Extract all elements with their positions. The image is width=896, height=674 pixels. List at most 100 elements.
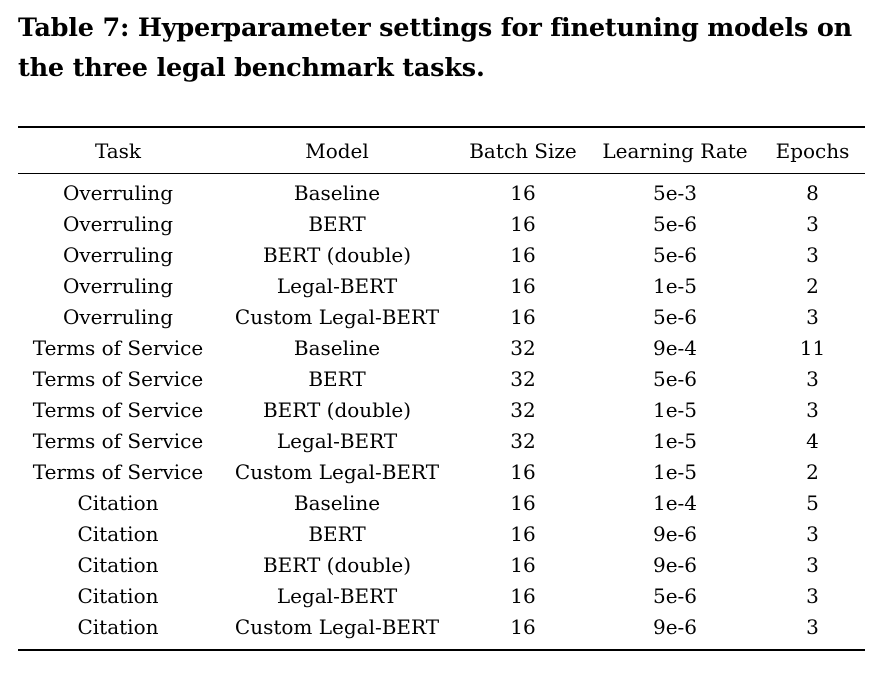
cell-epochs: 3: [806, 398, 819, 422]
cell-learning-rate: 5e-3: [652, 181, 698, 205]
table-row: Terms of Service Baseline 32 9e-4 11: [18, 333, 865, 364]
hyperparameter-table-container: Task Model Batch Size Learning Rate Epoc…: [18, 126, 865, 651]
table-header: Task Model Batch Size Learning Rate Epoc…: [18, 127, 865, 174]
cell-task: Terms of Service: [32, 460, 204, 484]
cell-model: Baseline: [293, 491, 381, 515]
cell-task: Terms of Service: [32, 367, 204, 391]
table-caption: Table 7: Hyperparameter settings for fin…: [18, 13, 852, 83]
cell-batch-size: 16: [510, 491, 536, 515]
cell-epochs: 2: [806, 460, 819, 484]
cell-epochs: 3: [806, 367, 819, 391]
header-row: Task Model Batch Size Learning Rate Epoc…: [18, 127, 865, 174]
cell-task: Overruling: [62, 305, 173, 329]
cell-batch-size: 16: [510, 460, 536, 484]
cell-task: Overruling: [62, 212, 173, 236]
cell-learning-rate: 1e-5: [652, 274, 698, 298]
cell-learning-rate: 9e-6: [652, 615, 698, 639]
cell-batch-size: 16: [510, 243, 536, 267]
cell-model: BERT (double): [262, 398, 412, 422]
header-batch-size: Batch Size: [469, 138, 577, 163]
cell-epochs: 3: [806, 584, 819, 608]
cell-task: Citation: [77, 615, 159, 639]
cell-model: Legal-BERT: [276, 584, 398, 608]
cell-learning-rate: 1e-5: [652, 398, 698, 422]
cell-learning-rate: 1e-4: [652, 491, 698, 515]
table-row: Overruling BERT (double) 16 5e-6 3: [18, 240, 865, 271]
cell-learning-rate: 5e-6: [652, 584, 698, 608]
table-row: Terms of Service BERT 32 5e-6 3: [18, 364, 865, 395]
cell-epochs: 3: [806, 305, 819, 329]
cell-task: Overruling: [62, 243, 173, 267]
cell-batch-size: 16: [510, 553, 536, 577]
table-row: Overruling Legal-BERT 16 1e-5 2: [18, 271, 865, 302]
table-row: Citation Custom Legal-BERT 16 9e-6 3: [18, 612, 865, 650]
table-row: Overruling Baseline 16 5e-3 8: [18, 174, 865, 210]
cell-model: Legal-BERT: [276, 274, 398, 298]
cell-task: Overruling: [62, 274, 173, 298]
cell-model: Legal-BERT: [276, 429, 398, 453]
table-row: Citation Baseline 16 1e-4 5: [18, 488, 865, 519]
table-row: Citation Legal-BERT 16 5e-6 3: [18, 581, 865, 612]
cell-batch-size: 32: [510, 367, 536, 391]
header-learning-rate: Learning Rate: [602, 138, 748, 163]
cell-learning-rate: 5e-6: [652, 305, 698, 329]
cell-model: Baseline: [293, 181, 381, 205]
cell-learning-rate: 1e-5: [652, 460, 698, 484]
cell-epochs: 3: [806, 243, 819, 267]
header-model: Model: [305, 138, 369, 163]
cell-epochs: 8: [806, 181, 819, 205]
cell-learning-rate: 5e-6: [652, 243, 698, 267]
cell-task: Terms of Service: [32, 336, 204, 360]
cell-batch-size: 16: [510, 274, 536, 298]
cell-learning-rate: 1e-5: [652, 429, 698, 453]
cell-model: BERT (double): [262, 553, 412, 577]
cell-batch-size: 32: [510, 398, 536, 422]
header-epochs: Epochs: [775, 138, 850, 163]
cell-task: Terms of Service: [32, 429, 204, 453]
table-row: Overruling Custom Legal-BERT 16 5e-6 3: [18, 302, 865, 333]
cell-model: BERT (double): [262, 243, 412, 267]
cell-model: Custom Legal-BERT: [234, 460, 440, 484]
cell-epochs: 11: [799, 336, 826, 360]
cell-learning-rate: 5e-6: [652, 212, 698, 236]
table-row: Terms of Service BERT (double) 32 1e-5 3: [18, 395, 865, 426]
cell-model: Baseline: [293, 336, 381, 360]
cell-batch-size: 32: [510, 429, 536, 453]
header-task: Task: [94, 138, 142, 163]
cell-epochs: 3: [806, 615, 819, 639]
cell-epochs: 3: [806, 522, 819, 546]
cell-epochs: 4: [806, 429, 819, 453]
table-row: Terms of Service Legal-BERT 32 1e-5 4: [18, 426, 865, 457]
cell-batch-size: 32: [510, 336, 536, 360]
cell-task: Citation: [77, 491, 159, 515]
table-row: Terms of Service Custom Legal-BERT 16 1e-5 2: [18, 457, 865, 488]
cell-batch-size: 16: [510, 584, 536, 608]
table-row: Overruling BERT 16 5e-6 3: [18, 209, 865, 240]
cell-epochs: 2: [806, 274, 819, 298]
table-row: Citation BERT 16 9e-6 3: [18, 519, 865, 550]
cell-batch-size: 16: [510, 305, 536, 329]
cell-batch-size: 16: [510, 212, 536, 236]
cell-model: Custom Legal-BERT: [234, 305, 440, 329]
cell-task: Citation: [77, 553, 159, 577]
cell-batch-size: 16: [510, 181, 536, 205]
cell-batch-size: 16: [510, 522, 536, 546]
cell-task: Terms of Service: [32, 398, 204, 422]
table-body: Overruling Baseline 16 5e-3 8 Overruling BERT 1…: [18, 174, 865, 650]
cell-learning-rate: 5e-6: [652, 367, 698, 391]
cell-epochs: 3: [806, 212, 819, 236]
cell-learning-rate: 9e-6: [652, 522, 698, 546]
cell-model: Custom Legal-BERT: [234, 615, 440, 639]
cell-learning-rate: 9e-4: [652, 336, 698, 360]
cell-batch-size: 16: [510, 615, 536, 639]
hyperparameter-table: Task Model Batch Size Learning Rate Epoc…: [18, 126, 865, 651]
cell-epochs: 3: [806, 553, 819, 577]
table-row: Citation BERT (double) 16 9e-6 3: [18, 550, 865, 581]
cell-epochs: 5: [806, 491, 819, 515]
cell-learning-rate: 9e-6: [652, 553, 698, 577]
cell-task: Overruling: [62, 181, 173, 205]
cell-task: Citation: [77, 584, 159, 608]
cell-model: BERT: [308, 212, 366, 236]
cell-task: Citation: [77, 522, 159, 546]
cell-model: BERT: [308, 522, 366, 546]
